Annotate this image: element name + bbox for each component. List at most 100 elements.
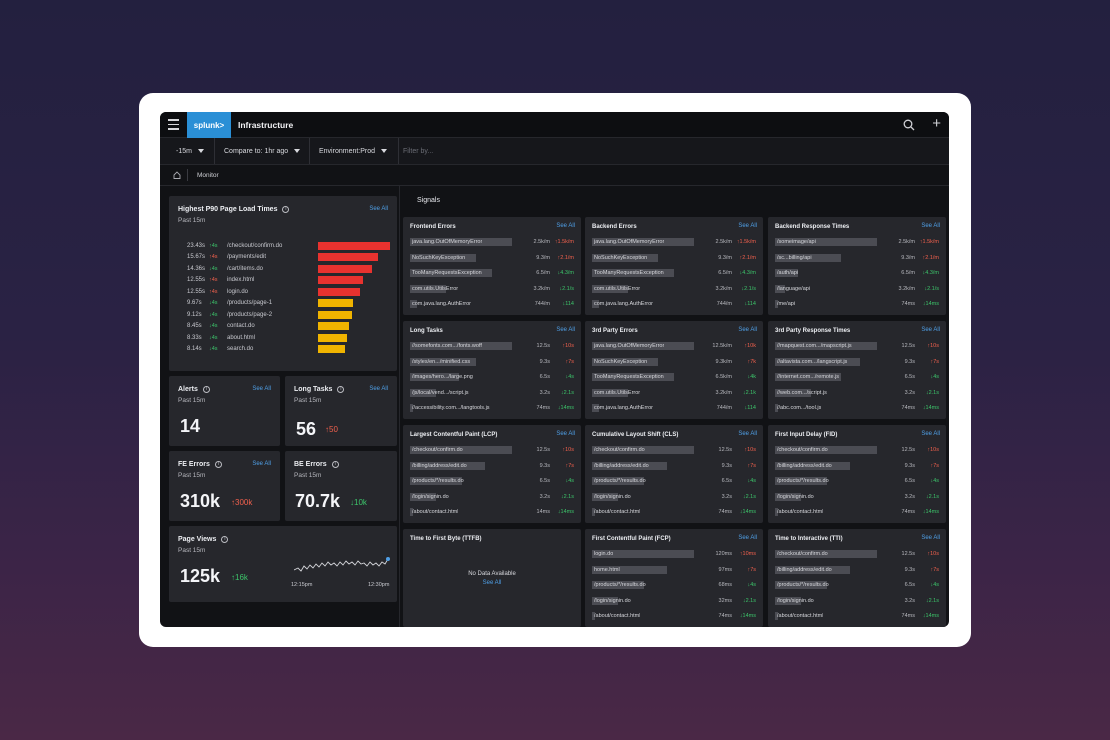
- signal-row[interactable]: //somefonts.com.../fonts.woff 12.5s ↑10s: [410, 341, 574, 351]
- info-icon[interactable]: i: [202, 386, 210, 393]
- info-icon[interactable]: i: [282, 206, 290, 213]
- p90-row[interactable]: 8.45s ↓4s contact.do: [187, 322, 255, 331]
- signal-row[interactable]: /js/local/vend.../script.js 3.2s ↓2.1s: [410, 388, 574, 398]
- signal-row[interactable]: com.java.lang.AuthError 744/m ↓114: [410, 299, 574, 309]
- long-tasks-see-all-link[interactable]: See All: [369, 386, 388, 392]
- p90-row[interactable]: 8.33s ↓4s about.html: [187, 333, 255, 342]
- p90-row[interactable]: 23.43s ↑4s/checkout/confirm.do: [187, 241, 282, 250]
- signal-row[interactable]: login.do 120ms ↑10ms: [592, 549, 756, 559]
- signal-row[interactable]: //mapquest.com.../mapscript.js 12.5s ↑10s: [775, 341, 939, 351]
- signal-row[interactable]: com.java.lang.AuthError 744/m ↓114: [592, 403, 756, 413]
- signal-row[interactable]: /login/signin.do 3.2s ↓2.1s: [592, 492, 756, 502]
- p90-see-all-link[interactable]: See All: [369, 206, 388, 212]
- p90-row[interactable]: 12.55s ↑4s login.do: [187, 287, 248, 296]
- signal-row[interactable]: NoSuchKeyException 9.3/m ↑2.1/m: [410, 253, 574, 263]
- signal-row[interactable]: /products/*/results.do 68ms ↓4s: [592, 580, 756, 590]
- signal-see-all-link[interactable]: See All: [921, 327, 940, 333]
- signal-row[interactable]: /about/contact.html 74ms ↓14ms: [775, 507, 939, 517]
- signal-row[interactable]: com.utils.UtilsError 3.2k/m ↓2.1k: [592, 388, 756, 398]
- time-range-select[interactable]: -15m: [160, 138, 215, 164]
- signal-row[interactable]: java.lang.OutOfMemoryError 2.5k/m ↑1.5k/m: [410, 237, 574, 247]
- alerts-see-all-link[interactable]: See All: [252, 386, 271, 392]
- signal-row[interactable]: /about/contact.html 14ms ↓14ms: [410, 507, 574, 517]
- signal-row[interactable]: /billing/address/edit.do 9.3s ↑7s: [775, 565, 939, 575]
- signal-row[interactable]: /about/contact.html 74ms ↓14ms: [592, 507, 756, 517]
- signal-row[interactable]: /products/*/results.do 6.5s ↓4s: [410, 476, 574, 486]
- signal-row[interactable]: com.java.lang.AuthError 744/m ↓114: [592, 299, 756, 309]
- signal-see-all-link[interactable]: See All: [738, 327, 757, 333]
- signal-row[interactable]: NoSuchKeyException 9.3/m ↑2.1/m: [592, 253, 756, 263]
- signal-see-all-link[interactable]: See All: [556, 327, 575, 333]
- compare-select[interactable]: Compare to: 1hr ago: [215, 138, 310, 164]
- fe-errors-see-all-link[interactable]: See All: [252, 461, 271, 467]
- signal-see-all-link[interactable]: See All: [738, 223, 757, 229]
- p90-row[interactable]: 9.12s ↓4s/products/page-2: [187, 310, 272, 319]
- signal-row-delta: ↑2.1/m: [557, 254, 574, 261]
- menu-icon[interactable]: [168, 119, 179, 130]
- p90-row[interactable]: 9.67s ↓4s/products/page-1: [187, 299, 272, 308]
- signal-row[interactable]: /checkout/confirm.do 12.5s ↑10s: [410, 445, 574, 455]
- signal-row[interactable]: TooManyRequestsException 6.5/m ↓4.3/m: [410, 268, 574, 278]
- signal-see-all-link[interactable]: See All: [921, 535, 940, 541]
- signal-row[interactable]: java.lang.OutOfMemoryError 12.5k/m ↑10k: [592, 341, 756, 351]
- signal-row[interactable]: //web.com.../script.js 3.2s ↓2.1s: [775, 388, 939, 398]
- signal-see-all-link[interactable]: See All: [921, 431, 940, 437]
- signal-row[interactable]: /login/signin.do 3.2s ↓2.1s: [410, 492, 574, 502]
- signal-row[interactable]: //accessibility.com.../langtools.js 74ms ↓…: [410, 403, 574, 413]
- signal-row[interactable]: /products/*/results.do 6.5s ↓4s: [775, 580, 939, 590]
- signal-see-all-link[interactable]: See All: [921, 223, 940, 229]
- p90-row[interactable]: 14.36s ↓4s/cart/items.do: [187, 264, 263, 273]
- signal-see-all-link[interactable]: See All: [738, 535, 757, 541]
- signal-row[interactable]: java.lang.OutOfMemoryError 2.5k/m ↑1.5k/m: [592, 237, 756, 247]
- search-icon[interactable]: [903, 119, 915, 131]
- signal-row[interactable]: /me/api 74ms ↓14ms: [775, 299, 939, 309]
- signal-row[interactable]: /auth/api 6.5/m ↓4.3/m: [775, 268, 939, 278]
- signal-row-delta: ↓2.1/s: [924, 285, 939, 292]
- p90-row[interactable]: 12.55s ↑4s index.html: [187, 276, 254, 285]
- environment-select[interactable]: Environment:Prod: [310, 138, 399, 164]
- filter-input[interactable]: Filter by...: [403, 147, 434, 155]
- signal-row[interactable]: /billing/address/edit.do 9.3s ↑7s: [775, 461, 939, 471]
- info-icon[interactable]: i: [331, 461, 339, 468]
- signal-row[interactable]: //altavista.com.../langscript.js 9.3s ↑7s: [775, 357, 939, 367]
- signal-row[interactable]: /sc...billing/api 9.3/m ↑2.1/m: [775, 253, 939, 263]
- signal-row[interactable]: /login/signin.do 3.2s ↓2.1s: [775, 492, 939, 502]
- no-data-see-all-link[interactable]: See All: [482, 580, 502, 586]
- signal-row[interactable]: /images/hero.../large.png 6.5s ↓4s: [410, 372, 574, 382]
- signal-row[interactable]: /checkout/confirm.do 12.5s ↑10s: [775, 445, 939, 455]
- signal-row[interactable]: com.utils.UtilsError 3.2k/m ↓2.1/s: [592, 284, 756, 294]
- signal-row[interactable]: /language/api 3.2k/m ↓2.1/s: [775, 284, 939, 294]
- p90-row[interactable]: 8.14s ↓4s search.do: [187, 345, 253, 354]
- signal-row[interactable]: com.utils.UtilsError 3.2k/m ↓2.1/s: [410, 284, 574, 294]
- info-icon[interactable]: i: [221, 536, 229, 543]
- signal-see-all-link[interactable]: See All: [556, 223, 575, 229]
- signal-row[interactable]: TooManyRequestsException 6.5k/m ↓4k: [592, 372, 756, 382]
- signal-row[interactable]: /checkout/confirm.do 12.5s ↑10s: [592, 445, 756, 455]
- signal-row[interactable]: /login/signin.do 3.2s ↓2.1s: [775, 596, 939, 606]
- signal-row[interactable]: //abc.com.../tool.js 74ms ↓14ms: [775, 403, 939, 413]
- p90-row[interactable]: 15.67s ↑4s/payments/edit: [187, 253, 266, 262]
- signal-row[interactable]: TooManyRequestsException 6.5/m ↓4.3/m: [592, 268, 756, 278]
- signal-row[interactable]: home.html 97ms ↑7s: [592, 565, 756, 575]
- signal-row[interactable]: /products/*/results.do 6.5s ↓4s: [775, 476, 939, 486]
- signal-row[interactable]: /billing/address/edit.do 9.3s ↑7s: [592, 461, 756, 471]
- signal-row[interactable]: //internet.com.../remote.js 6.5s ↓4s: [775, 372, 939, 382]
- signal-row-bar: [775, 357, 861, 366]
- signal-row[interactable]: NoSuchKeyException 9.3k/m ↑7k: [592, 357, 756, 367]
- add-icon[interactable]: +: [932, 115, 941, 132]
- signal-row[interactable]: /about/contact.html 74ms ↓14ms: [775, 611, 939, 621]
- signal-row[interactable]: /checkout/confirm.do 12.5s ↑10s: [775, 549, 939, 559]
- signal-row[interactable]: /someimage/api 2.5k/m ↑1.5k/m: [775, 237, 939, 247]
- signal-see-all-link[interactable]: See All: [556, 431, 575, 437]
- signal-row[interactable]: /styles/en.../minified.css 9.3s ↑7s: [410, 357, 574, 367]
- info-icon[interactable]: i: [337, 386, 345, 393]
- signal-see-all-link[interactable]: See All: [738, 431, 757, 437]
- signal-row-bar: [775, 373, 841, 381]
- signal-row-label: /billing/address/edit.do: [594, 462, 649, 469]
- signal-row[interactable]: /login/signin.do 32ms ↓2.1s: [592, 596, 756, 606]
- signal-row[interactable]: /billing/address/edit.do 9.3s ↑7s: [410, 461, 574, 471]
- signal-row[interactable]: /about/contact.html 74ms ↓14ms: [592, 611, 756, 621]
- home-icon[interactable]: [173, 171, 181, 179]
- signal-row[interactable]: /products/*/results.do 6.5s ↓4s: [592, 476, 756, 486]
- info-icon[interactable]: i: [214, 461, 222, 468]
